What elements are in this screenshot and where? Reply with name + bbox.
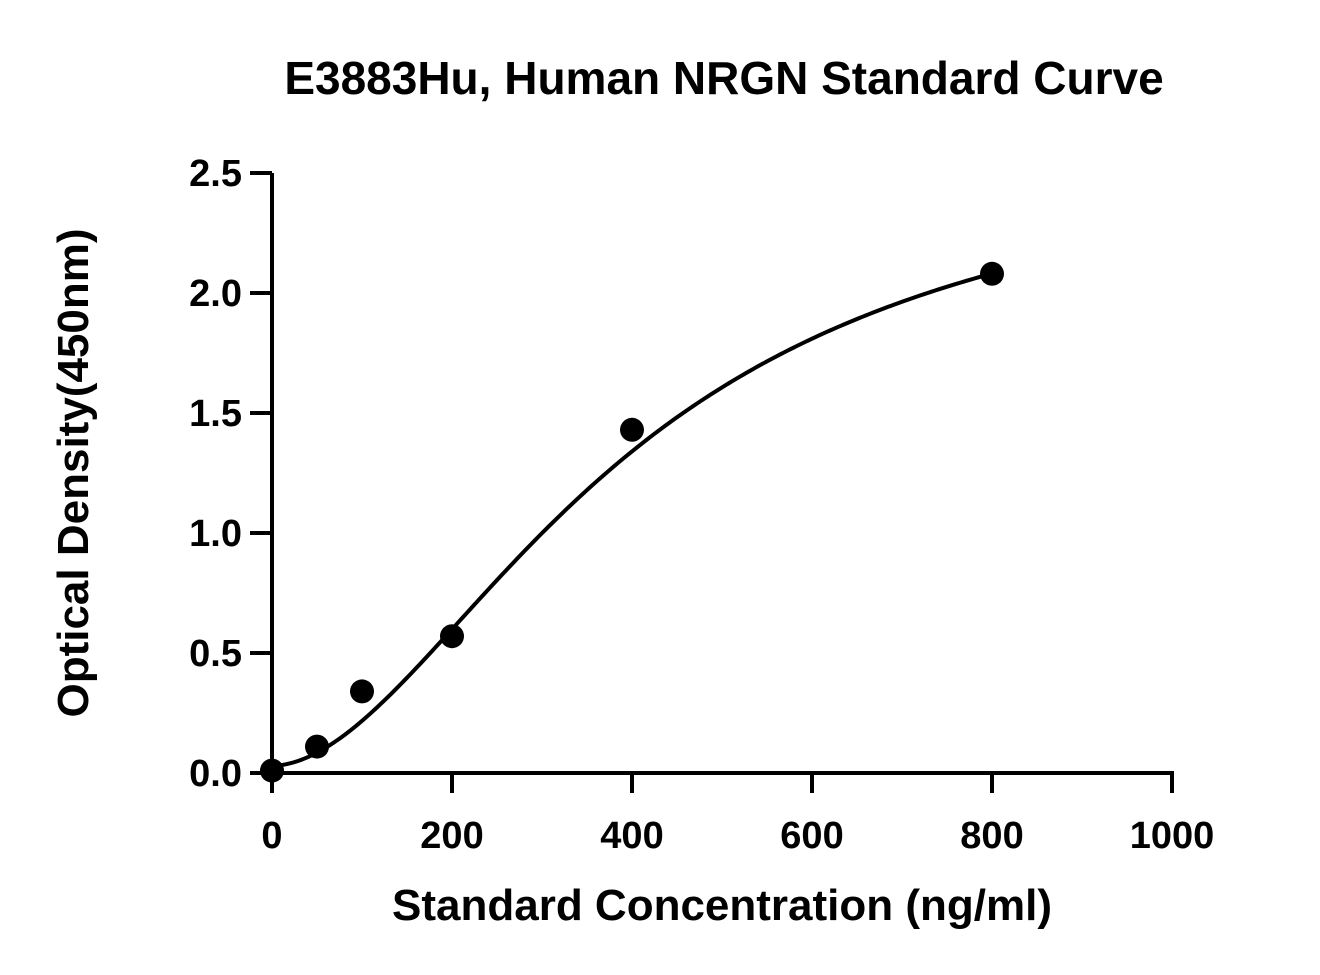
data-points [260,261,1004,783]
data-point [440,624,464,649]
x-tick-label: 0 [261,815,282,857]
x-tick-label: 800 [960,815,1023,857]
y-axis-label: Optical Density(450nm) [49,228,98,717]
y-tick-label: 1.0 [189,513,242,555]
data-point [260,758,284,783]
y-tick-label: 0.0 [189,753,242,795]
x-ticks: 0 200 400 600 800 1000 [261,773,1214,857]
y-tick-label: 2.0 [189,273,242,315]
y-tick-label: 1.5 [189,393,242,435]
x-tick-label: 400 [600,815,663,857]
axes: 0 200 400 600 800 1000 0.0 0.5 1.0 1.5 2.0 2.5 [189,153,1214,857]
fit-curve [271,271,993,768]
x-tick-label: 600 [780,815,843,857]
data-point [620,417,644,442]
y-ticks: 0.0 0.5 1.0 1.5 2.0 2.5 [189,153,272,795]
data-point [305,734,329,759]
x-tick-label: 1000 [1130,815,1215,857]
data-point [350,679,374,704]
x-tick-label: 200 [420,815,483,857]
data-point [980,261,1004,286]
chart-title: E3883Hu, Human NRGN Standard Curve [284,52,1163,104]
y-tick-label: 2.5 [189,153,242,195]
x-axis-label: Standard Concentration (ng/ml) [392,881,1052,930]
y-tick-label: 0.5 [189,633,242,675]
